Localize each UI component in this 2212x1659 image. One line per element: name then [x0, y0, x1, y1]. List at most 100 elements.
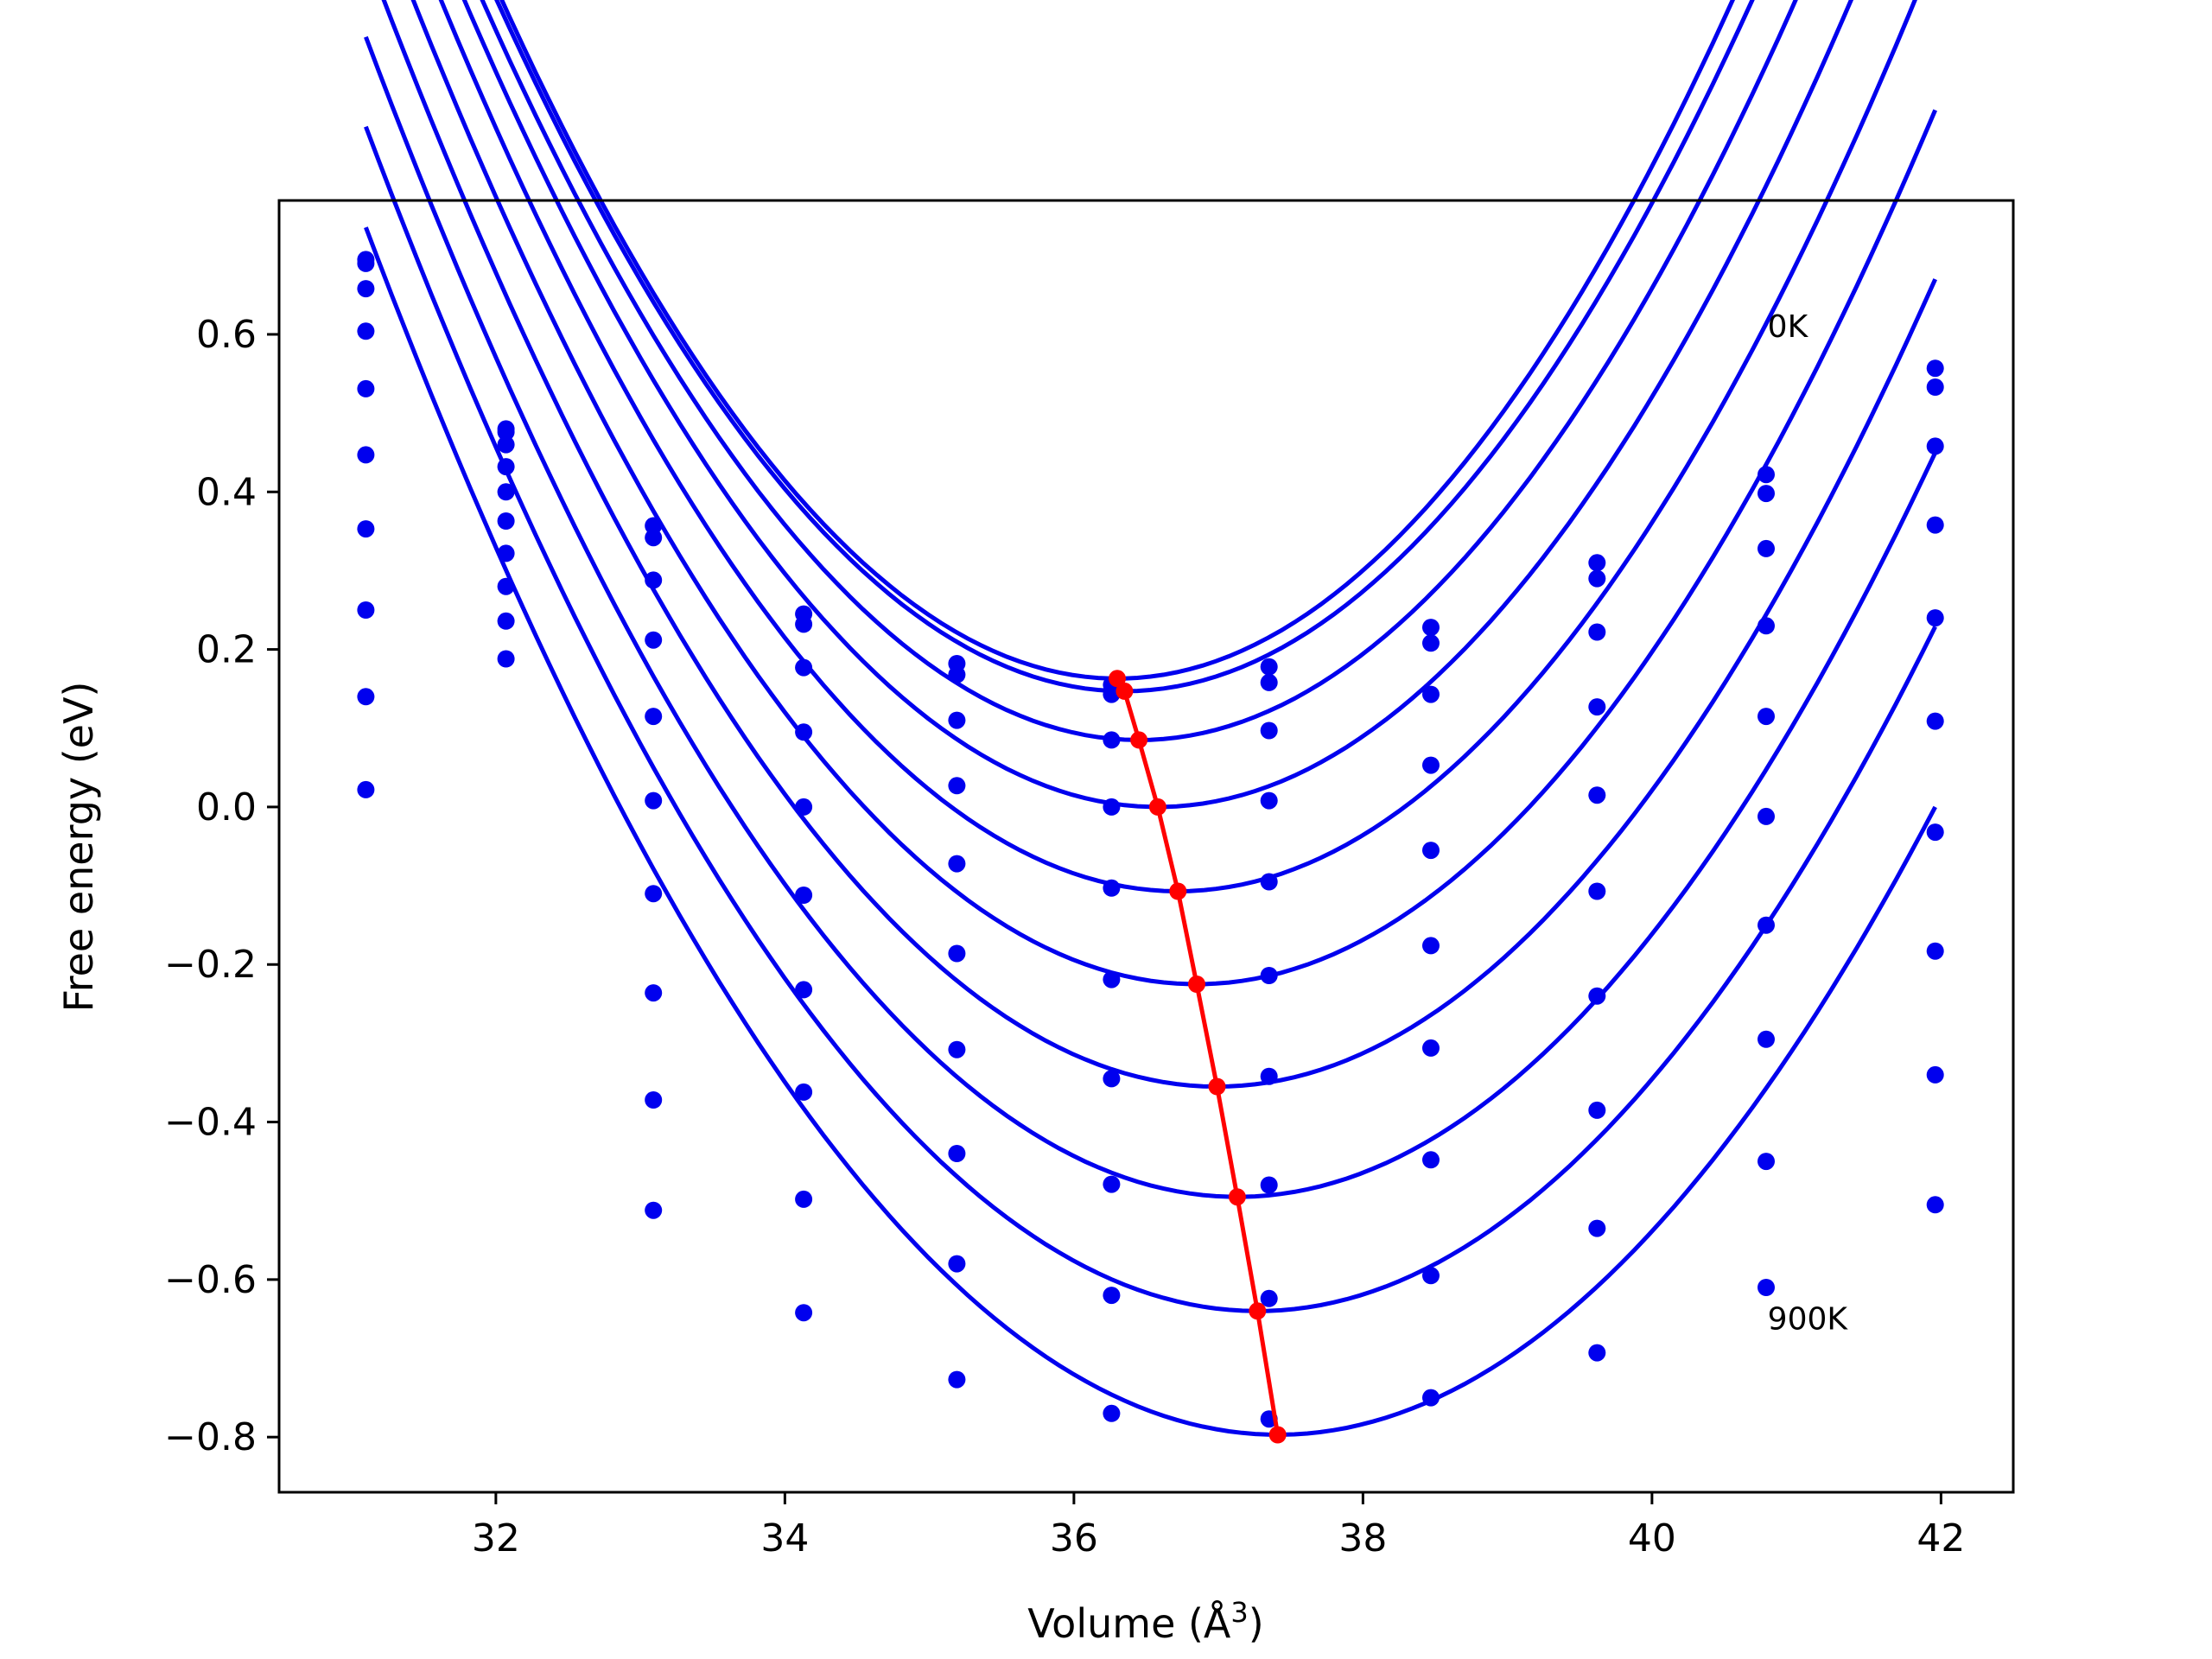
minimum-point-6	[1188, 976, 1205, 993]
data-point-s2-5	[948, 665, 966, 683]
y-tick-label-7: −0.8	[164, 1415, 257, 1459]
data-point-s8-4	[795, 1083, 813, 1101]
data-point-s10-8	[1422, 1389, 1440, 1407]
data-point-s2-3	[645, 529, 663, 547]
data-point-s2-6	[1103, 685, 1121, 703]
data-point-s8-8	[1422, 1151, 1440, 1169]
data-point-s4-7	[1260, 791, 1278, 810]
data-point-s2-9	[1588, 569, 1606, 588]
data-point-s5-3	[645, 708, 663, 726]
data-point-s7-11	[1926, 823, 1944, 842]
data-point-s7-1	[357, 520, 375, 538]
data-point-s9-10	[1758, 1153, 1775, 1171]
fit-curve-5	[438, 0, 1917, 894]
x-tick-label-38: 38	[1338, 1516, 1387, 1560]
x-axis-label: Volume (Å3)	[1027, 1596, 1263, 1647]
minimum-point-7	[1208, 1077, 1226, 1096]
data-point-s2-10	[1758, 485, 1775, 503]
y-tick-label-3: 0.0	[196, 785, 257, 830]
data-point-s3-4	[795, 658, 813, 677]
data-point-s10-1	[357, 780, 375, 798]
data-point-s8-11	[1926, 942, 1944, 960]
data-point-s7-6	[1103, 1070, 1121, 1088]
minimum-point-1	[1109, 670, 1126, 688]
minima-line	[1109, 670, 1287, 1444]
data-point-s6-10	[1758, 807, 1775, 825]
data-point-s7-10	[1758, 916, 1775, 934]
y-tick-label-4: −0.2	[164, 943, 257, 987]
x-tick-label-34: 34	[760, 1516, 809, 1560]
data-point-s2-1	[357, 254, 375, 272]
data-point-s5-6	[1103, 879, 1121, 897]
data-point-s9-1	[357, 688, 375, 706]
data-point-s10-11	[1926, 1196, 1944, 1214]
annotations: 0K 900K	[1768, 309, 1849, 1338]
data-point-s9-5	[948, 1255, 966, 1273]
data-point-s2-11	[1926, 378, 1944, 396]
data-point-s5-1	[357, 379, 375, 397]
data-point-s4-11	[1926, 516, 1944, 534]
x-axis-label-tail: )	[1249, 1600, 1264, 1647]
minimum-point-10	[1268, 1426, 1287, 1444]
y-tick-label-2: 0.2	[196, 628, 257, 672]
data-point-s10-2	[497, 650, 515, 668]
data-point-s3-1	[357, 280, 375, 298]
data-point-s9-6	[1103, 1287, 1121, 1305]
data-point-s6-3	[645, 791, 663, 810]
minimum-point-4	[1148, 798, 1166, 816]
data-point-s6-9	[1588, 882, 1606, 900]
data-point-s9-7	[1260, 1289, 1278, 1307]
data-point-s6-1	[357, 446, 375, 464]
data-point-s4-9	[1588, 698, 1606, 716]
data-point-s8-2	[497, 577, 515, 595]
y-tick-label-0: 0.6	[196, 313, 257, 357]
data-point-s8-5	[948, 1145, 966, 1162]
data-point-s2-7	[1260, 673, 1278, 691]
data-point-s7-8	[1422, 1039, 1440, 1057]
data-points	[357, 251, 1944, 1428]
annotation-900k: 900K	[1768, 1301, 1849, 1337]
data-point-s1-10	[1758, 466, 1775, 484]
data-point-s10-9	[1588, 1344, 1606, 1362]
data-point-s6-11	[1926, 712, 1944, 730]
minimum-point-8	[1228, 1188, 1246, 1206]
data-point-s5-2	[497, 483, 515, 501]
data-point-s1-11	[1926, 359, 1944, 378]
x-tick-label-42: 42	[1916, 1516, 1965, 1560]
data-point-s3-10	[1758, 539, 1775, 557]
data-point-s8-7	[1260, 1176, 1278, 1194]
data-point-s9-2	[497, 612, 515, 630]
data-point-s6-4	[795, 887, 813, 904]
data-point-s8-3	[645, 984, 663, 1002]
data-point-s10-10	[1758, 1279, 1775, 1296]
data-point-s6-5	[948, 944, 966, 963]
data-point-s10-5	[948, 1370, 966, 1389]
data-point-s4-10	[1758, 617, 1775, 635]
data-point-s8-1	[357, 601, 375, 619]
data-point-s2-8	[1422, 634, 1440, 652]
fit-curve-7	[381, 0, 1937, 1090]
fit-curve-6	[410, 0, 1937, 987]
y-axis-label: Free energy (eV)	[55, 682, 102, 1013]
data-point-s3-5	[948, 711, 966, 729]
minimum-point-3	[1130, 731, 1148, 749]
data-point-s3-7	[1260, 721, 1278, 740]
y-tick-label-1: 0.4	[196, 470, 257, 514]
fit-curve-1	[499, 0, 1735, 681]
fit-curve-2	[494, 0, 1755, 694]
plot-frame	[277, 199, 2015, 1494]
data-point-s5-10	[1758, 708, 1775, 726]
x-axis-label-superscript: 3	[1230, 1596, 1248, 1629]
data-point-s9-4	[795, 1190, 813, 1208]
x-axis-label-main: Volume (Å	[1027, 1600, 1231, 1647]
data-point-s3-11	[1926, 437, 1944, 455]
y-tick-label-5: −0.4	[164, 1101, 257, 1145]
data-point-s2-2	[497, 423, 515, 441]
data-point-s5-8	[1422, 842, 1440, 860]
x-axis-ticks: 32 34 36 38 40 42	[472, 1492, 1965, 1560]
minimum-point-5	[1169, 882, 1187, 900]
data-point-s1-8	[1422, 619, 1440, 637]
data-point-s1-9	[1588, 554, 1606, 572]
